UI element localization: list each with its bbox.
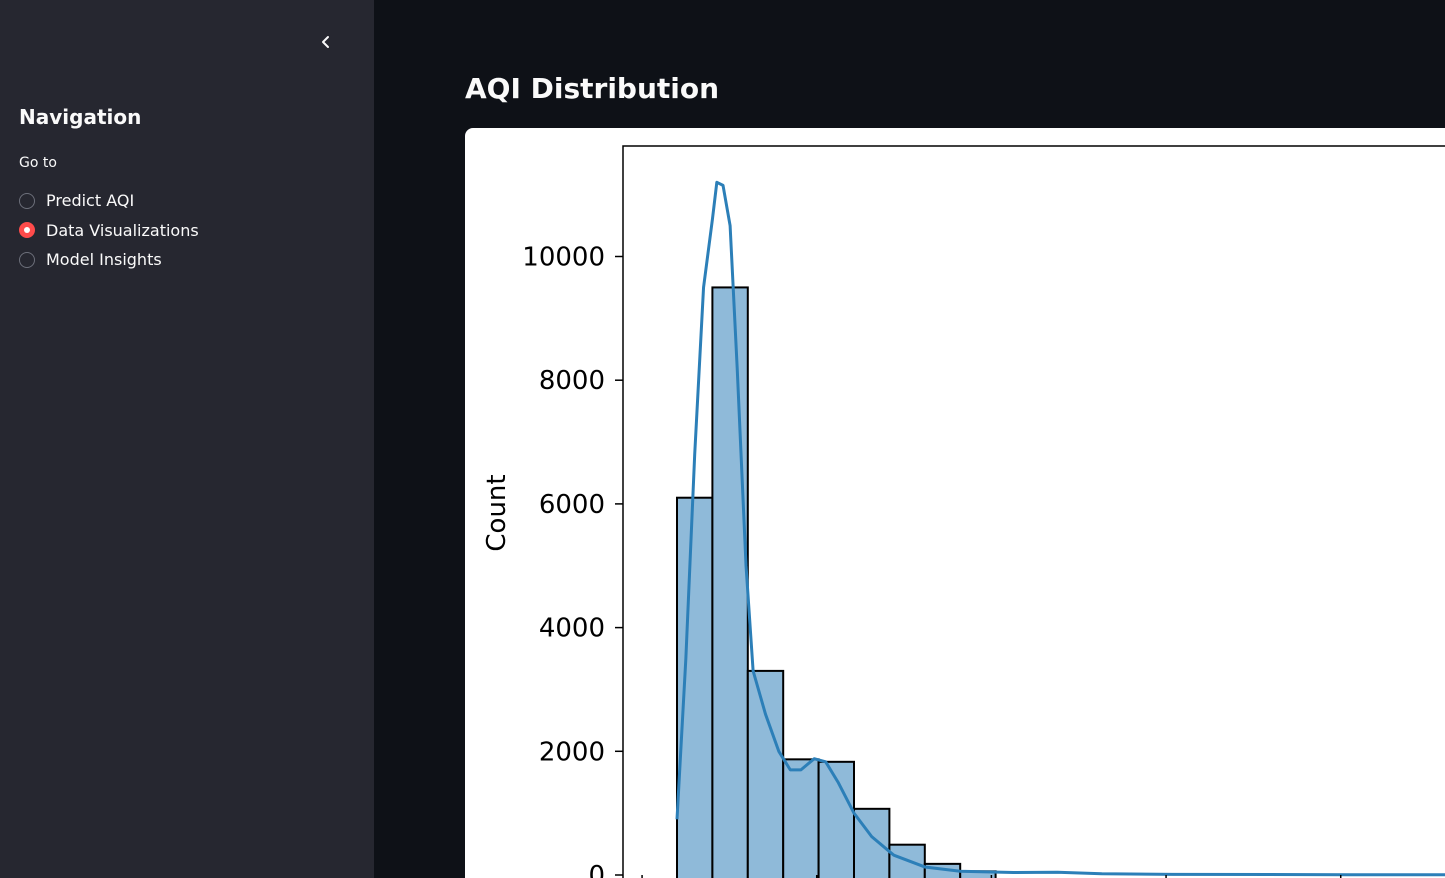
radio-option-model-insights[interactable]: Model Insights <box>19 245 199 275</box>
chart-figure: 0 2000 4000 6000 8000 10000 Count <box>465 128 1445 878</box>
collapse-sidebar-button[interactable] <box>311 27 341 57</box>
y-axis-ticks: 0 2000 4000 6000 8000 10000 <box>522 243 623 878</box>
histogram-bar <box>782 758 820 878</box>
y-tick-label: 10000 <box>522 243 605 273</box>
radio-option-label: Data Visualizations <box>46 220 199 240</box>
radio-option-label: Model Insights <box>46 250 162 270</box>
y-tick-label: 4000 <box>539 614 605 644</box>
main-content: AQI Distribution 0 2000 4000 6000 8000 10000 … <box>374 0 1445 878</box>
kde-curve <box>675 180 1445 877</box>
radio-button-selected[interactable] <box>19 222 35 239</box>
radio-option-label: Predict AQI <box>46 191 135 211</box>
histogram-bar <box>746 669 785 878</box>
y-tick-label: 2000 <box>539 737 605 767</box>
aqi-histogram-chart: 0 2000 4000 6000 8000 10000 Count <box>482 145 1445 878</box>
chevron-left-icon <box>322 36 329 48</box>
radio-option-data-visualizations[interactable]: Data Visualizations <box>19 216 199 246</box>
y-tick-label: 8000 <box>539 366 605 396</box>
radio-button[interactable] <box>19 251 35 268</box>
x-axis-ticks <box>641 875 1342 878</box>
radio-button[interactable] <box>19 192 35 209</box>
sidebar: Navigation Go to Predict AQI Data Visual… <box>0 0 374 878</box>
radio-group-label: Go to <box>19 155 57 171</box>
y-tick-label: 6000 <box>539 490 605 520</box>
radio-option-predict-aqi[interactable]: Predict AQI <box>19 186 199 216</box>
histogram-bar <box>676 496 714 878</box>
y-axis-label: Count <box>482 474 512 551</box>
histogram-bar <box>711 286 749 878</box>
sidebar-title: Navigation <box>19 105 142 129</box>
navigation-radio-group: Predict AQI Data Visualizations Model In… <box>19 186 199 275</box>
y-tick-label: 0 <box>588 861 605 878</box>
page-title: AQI Distribution <box>465 72 720 105</box>
